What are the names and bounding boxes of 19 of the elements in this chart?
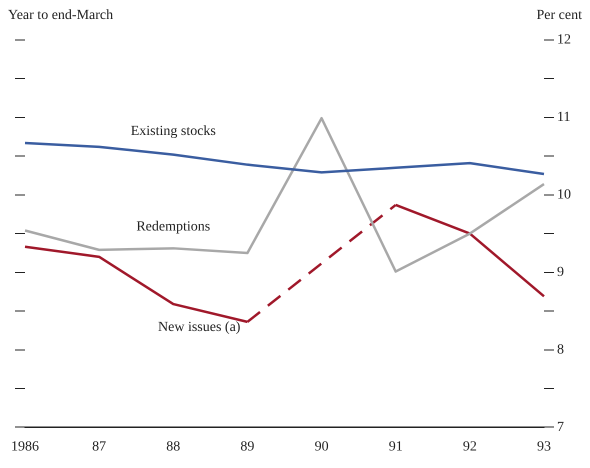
y-tick-label: 12 (557, 32, 571, 48)
x-tick-label: 91 (388, 439, 403, 454)
series-label: Redemptions (136, 219, 210, 234)
y-tick-label: 11 (557, 110, 570, 126)
x-tick-label: 92 (462, 439, 477, 454)
x-tick-label: 90 (314, 439, 329, 454)
y-tick-label: 8 (557, 342, 564, 358)
y-tick-label: 9 (557, 264, 564, 280)
x-tick-label: 88 (166, 439, 180, 454)
x-tick-label: 87 (92, 439, 106, 454)
series-label: New issues (a) (158, 320, 241, 335)
text: Year to end-March (8, 8, 114, 25)
text: Per cent (536, 8, 582, 25)
y-tick-label: 7 (557, 420, 564, 435)
x-tick-label: 93 (537, 439, 551, 454)
x-tick-label: 1986 (11, 439, 39, 454)
x-tick-label: 89 (240, 439, 254, 454)
series-label: Existing stocks (130, 124, 216, 140)
y-tick-label: 10 (557, 188, 571, 203)
